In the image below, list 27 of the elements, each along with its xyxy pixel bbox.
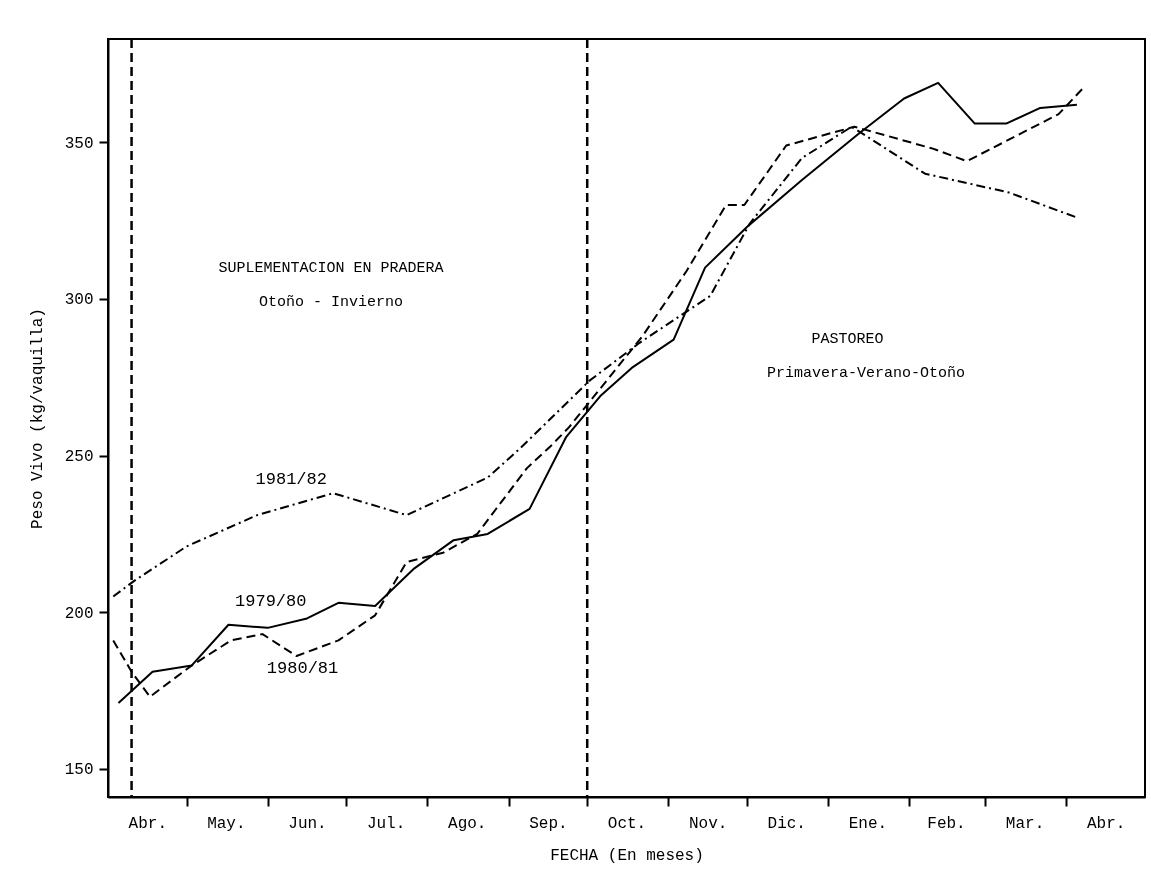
x-tick-label: Jun.: [288, 814, 327, 833]
x-tick-label: Dic.: [767, 814, 806, 833]
x-tick-label: May.: [207, 814, 246, 833]
y-tick-label: 250: [64, 448, 94, 467]
series-label: 1979/80: [235, 591, 307, 611]
series-label: 1981/82: [255, 470, 327, 490]
x-tick-label: Nov.: [688, 814, 728, 833]
x-tick-label: Sep.: [529, 814, 568, 833]
y-axis-title: Peso Vivo (kg/vaquilla): [28, 308, 47, 529]
x-axis-title: FECHA (En meses): [550, 846, 704, 865]
annotation: PASTOREO: [811, 330, 884, 348]
y-tick-label: 150: [64, 761, 94, 780]
x-tick-label: Mar.: [1005, 814, 1045, 833]
series-label: 1980/81: [266, 659, 339, 679]
x-tick-label: Feb.: [927, 814, 966, 833]
annotation: Otoño - Invierno: [258, 293, 403, 311]
x-tick-label: Jul.: [366, 814, 406, 833]
x-tick-label: Abr.: [128, 814, 167, 833]
x-tick-label: Ago.: [448, 814, 487, 833]
x-tick-label: Ene.: [848, 814, 888, 833]
x-tick-label: Abr.: [1087, 814, 1126, 833]
y-tick-label: 300: [64, 291, 94, 310]
annotation: SUPLEMENTACION EN PRADERA: [218, 260, 444, 278]
annotation: Primavera-Verano-Otoño: [767, 364, 966, 382]
x-tick-label: Oct.: [607, 814, 647, 833]
y-tick-label: 200: [64, 604, 94, 623]
y-tick-label: 350: [64, 134, 94, 153]
